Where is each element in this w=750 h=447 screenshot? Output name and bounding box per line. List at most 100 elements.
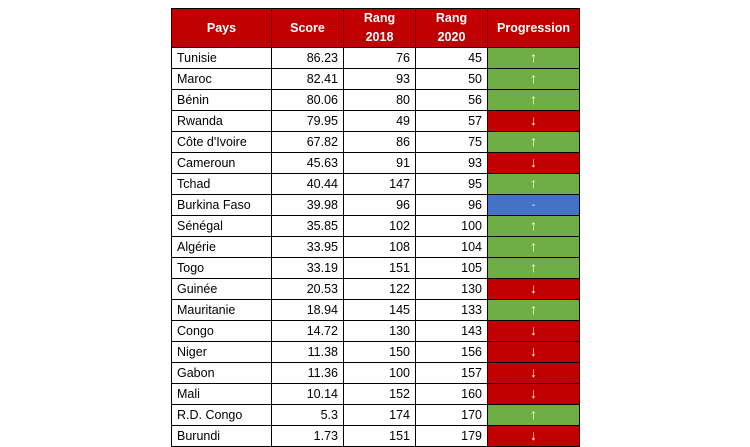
rang-2018-cell: 80 (343, 89, 416, 111)
country-cell: Algérie (171, 236, 272, 258)
score-cell: 40.44 (271, 173, 344, 195)
score-cell: 39.98 (271, 194, 344, 216)
rang-2020-cell: 143 (415, 320, 488, 342)
table-row: Togo 33.19 151 105 ↑ (171, 257, 580, 279)
progression-cell: ↓ (487, 152, 580, 174)
arrow-up-icon: ↑ (530, 175, 537, 191)
rang-2018-cell: 86 (343, 131, 416, 153)
rang-2020-cell: 96 (415, 194, 488, 216)
country-cell: Tchad (171, 173, 272, 195)
score-cell: 86.23 (271, 47, 344, 69)
score-cell: 5.3 (271, 404, 344, 426)
country-cell: Rwanda (171, 110, 272, 132)
progression-cell: ↑ (487, 68, 580, 90)
arrow-down-icon: ↓ (530, 112, 537, 128)
score-cell: 14.72 (271, 320, 344, 342)
country-cell: Sénégal (171, 215, 272, 237)
rang-2018-cell: 152 (343, 383, 416, 405)
rang-2020-cell: 179 (415, 425, 488, 447)
progression-cell: ↓ (487, 383, 580, 405)
score-cell: 20.53 (271, 278, 344, 300)
rang-2020-cell: 130 (415, 278, 488, 300)
table-row: Burkina Faso 39.98 96 96- (171, 194, 580, 216)
country-cell: Congo (171, 320, 272, 342)
arrow-down-icon: ↓ (530, 427, 537, 443)
table-row: Tchad 40.44 147 95 ↑ (171, 173, 580, 195)
rang-2020-cell: 75 (415, 131, 488, 153)
rang-2018-cell: 151 (343, 257, 416, 279)
country-cell: Burkina Faso (171, 194, 272, 216)
header-pays: Pays (171, 8, 272, 48)
country-cell: Mali (171, 383, 272, 405)
score-cell: 79.95 (271, 110, 344, 132)
rang-2018-cell: 100 (343, 362, 416, 384)
score-cell: 18.94 (271, 299, 344, 321)
rang-2018-cell: 96 (343, 194, 416, 216)
arrow-up-icon: ↑ (530, 238, 537, 254)
header-score: Score (271, 8, 344, 48)
arrow-up-icon: ↑ (530, 259, 537, 275)
country-cell: Côte d'Ivoire (171, 131, 272, 153)
table-row: Bénin 80.06 80 56 ↑ (171, 89, 580, 111)
rang-2020-cell: 170 (415, 404, 488, 426)
progression-cell: ↓ (487, 110, 580, 132)
table-row: Tunisie 86.23 76 45 ↑ (171, 47, 580, 69)
rang-2018-cell: 145 (343, 299, 416, 321)
rang-2018-cell: 150 (343, 341, 416, 363)
rang-2018-cell: 91 (343, 152, 416, 174)
score-cell: 82.41 (271, 68, 344, 90)
progression-cell: ↑ (487, 299, 580, 321)
rang-2020-cell: 100 (415, 215, 488, 237)
table-row: Maroc 82.41 93 50 ↑ (171, 68, 580, 90)
country-cell: Niger (171, 341, 272, 363)
table-body: Tunisie 86.23 76 45 ↑ Maroc 82.41 93 50 ↑ Bénin 80.… (171, 47, 580, 447)
rang-2018-cell: 122 (343, 278, 416, 300)
country-cell: R.D. Congo (171, 404, 272, 426)
header-rang-2018: Rang 2018 (343, 8, 416, 48)
country-cell: Togo (171, 257, 272, 279)
progression-cell: ↓ (487, 341, 580, 363)
dash-icon: - (531, 200, 536, 211)
progression-cell: ↑ (487, 47, 580, 69)
table-row: Niger 11.38 150 156 ↓ (171, 341, 580, 363)
rang-2018-cell: 130 (343, 320, 416, 342)
table-row: Algérie 33.95 108 104 ↑ (171, 236, 580, 258)
header-row: Pays Score Rang 2018 Rang 2020 Progressi… (171, 8, 580, 48)
progression-cell: ↓ (487, 320, 580, 342)
progression-cell: - (487, 194, 580, 216)
table-row: Cameroun 45.63 91 93 ↓ (171, 152, 580, 174)
table-row: Côte d'Ivoire 67.82 86 75 ↑ (171, 131, 580, 153)
arrow-up-icon: ↑ (530, 70, 537, 86)
progression-cell: ↑ (487, 131, 580, 153)
rang-2020-cell: 105 (415, 257, 488, 279)
score-cell: 33.95 (271, 236, 344, 258)
header-rang-2020: Rang 2020 (415, 8, 488, 48)
table-row: Gabon 11.36 100 157 ↓ (171, 362, 580, 384)
ranking-table: Pays Score Rang 2018 Rang 2020 Progressi… (171, 8, 580, 447)
country-cell: Cameroun (171, 152, 272, 174)
rang-2020-cell: 50 (415, 68, 488, 90)
rang-2020-cell: 160 (415, 383, 488, 405)
rang-2020-cell: 104 (415, 236, 488, 258)
table-row: Mali 10.14 152 160 ↓ (171, 383, 580, 405)
score-cell: 10.14 (271, 383, 344, 405)
rang-2018-cell: 76 (343, 47, 416, 69)
rang-2018-cell: 108 (343, 236, 416, 258)
rang-2018-cell: 174 (343, 404, 416, 426)
arrow-down-icon: ↓ (530, 385, 537, 401)
arrow-up-icon: ↑ (530, 217, 537, 233)
table-row: Rwanda 79.95 49 57 ↓ (171, 110, 580, 132)
table-row: Congo 14.72 130 143 ↓ (171, 320, 580, 342)
rang-2020-cell: 56 (415, 89, 488, 111)
progression-cell: ↓ (487, 362, 580, 384)
arrow-down-icon: ↓ (530, 343, 537, 359)
progression-cell: ↑ (487, 404, 580, 426)
progression-cell: ↑ (487, 215, 580, 237)
rang-2018-cell: 93 (343, 68, 416, 90)
progression-cell: ↑ (487, 89, 580, 111)
rang-2020-cell: 45 (415, 47, 488, 69)
score-cell: 1.73 (271, 425, 344, 447)
country-cell: Mauritanie (171, 299, 272, 321)
rang-2020-cell: 95 (415, 173, 488, 195)
arrow-up-icon: ↑ (530, 91, 537, 107)
